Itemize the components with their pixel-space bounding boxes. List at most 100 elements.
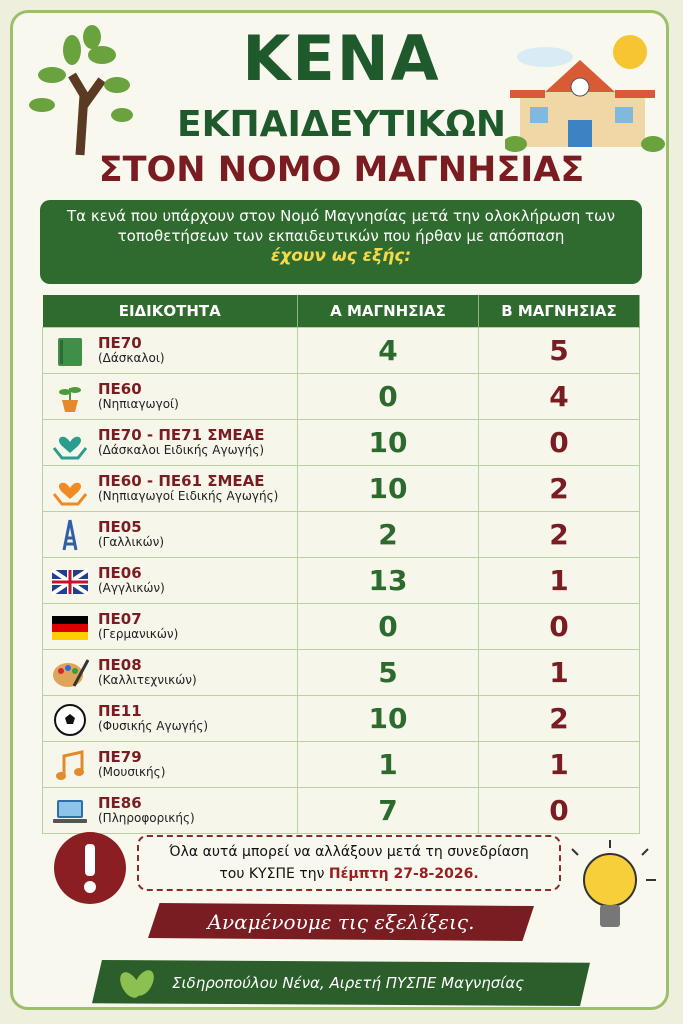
specialty-text: ΠΕ11 (Φυσικής Αγωγής)	[98, 703, 208, 734]
specialty-icon	[53, 799, 87, 823]
specialty-code: ΠΕ05	[98, 518, 142, 536]
notice-text: του ΚΥΣΠΕ την	[219, 866, 325, 882]
specialty: ΠΕ05 (Γαλλικών)	[44, 518, 296, 552]
header-row: ΕΙΔΙΚΟΤΗΤΑ Α ΜΑΓΝΗΣΙΑΣ Β ΜΑΓΝΗΣΙΑΣ	[42, 295, 640, 328]
specialty-code: ΠΕ79	[98, 748, 142, 766]
specialty-description: (Νηπιαγωγοί Ειδικής Αγωγής)	[98, 489, 279, 503]
specialty-description: (Δάσκαλοι Ειδικής Αγωγής)	[98, 443, 265, 457]
specialty-code: ΠΕ70 - ΠΕ71 ΣΜΕΑΕ	[98, 426, 265, 444]
specialty-text: ΠΕ08 (Καλλιτεχνικών)	[98, 657, 197, 688]
specialty-cell: ΠΕ11 (Φυσικής Αγωγής)	[42, 695, 298, 742]
specialty-text: ΠΕ60 (Νηπιαγωγοί)	[98, 381, 179, 412]
specialty-icon	[52, 615, 88, 640]
specialty-description: (Μουσικής)	[98, 765, 166, 779]
specialty: ΠΕ60 (Νηπιαγωγοί)	[44, 380, 296, 414]
title: ΣΤΟΝ ΝΟΜΟ ΜΑΓΝΗΣΙΑΣ	[98, 150, 585, 190]
specialty: ΠΕ86 (Πληροφορικής)	[44, 794, 296, 828]
bulb-icon	[571, 840, 656, 927]
warning-icon	[54, 832, 126, 904]
specialty-icon	[62, 519, 78, 550]
table-row: ΠΕ06 (Αγγλικών) 13 1	[42, 557, 640, 604]
notice-box: Όλα αυτά μπορεί να αλλάξουν μετά τη συνε…	[137, 835, 561, 891]
specialty-cell: ΠΕ70 (Δάσκαλοι)	[42, 327, 298, 374]
vacancies-b: 5	[478, 327, 640, 374]
notice-date: του ΚΥΣΠΕ την Πέμπτη 27-8-2026.	[139, 863, 559, 885]
specialty-code: ΠΕ06	[98, 564, 142, 582]
specialty-cell: ΠΕ60 - ΠΕ61 ΣΜΕΑΕ (Νηπιαγωγοί Ειδικής Αγω…	[42, 465, 298, 512]
table-row: ΠΕ79 (Μουσικής) 1 1	[42, 741, 640, 788]
specialty-code: ΠΕ08	[98, 656, 142, 674]
table-row: ΠΕ60 - ΠΕ61 ΣΜΕΑΕ (Νηπιαγωγοί Ειδικής Αγω…	[42, 465, 640, 512]
vacancies-b: 2	[478, 465, 640, 512]
specialty: ΠΕ06 (Αγγλικών)	[44, 564, 296, 598]
specialty-cell: ΠΕ07 (Γερμανικών)	[42, 603, 298, 650]
specialty-description: (Γαλλικών)	[98, 535, 165, 549]
specialty: ΠΕ70 - ΠΕ71 ΣΜΕΑΕ (Δάσκαλοι Ειδικής Αγωγή…	[44, 426, 296, 460]
vacancies-b: 2	[478, 695, 640, 742]
specialty-cell: ΠΕ05 (Γαλλικών)	[42, 511, 298, 558]
table-body: ΠΕ70 (Δάσκαλοι) 4 5 ΠΕ60 (Νηπιαγωγοί) 0 4 ΠΕ70 -…	[42, 327, 640, 834]
specialty-cell: ΠΕ70 - ΠΕ71 ΣΜΕΑΕ (Δάσκαλοι Ειδικής Αγωγή…	[42, 419, 298, 466]
school-icon	[505, 35, 665, 152]
vacancies-a: 1	[297, 741, 479, 788]
notice-text: Όλα αυτά μπορεί να αλλάξουν μετά τη συνε…	[169, 844, 529, 860]
banner: Αναμένουμε τις εξελίξεις.	[148, 903, 534, 941]
table-row: ΠΕ05 (Γαλλικών) 2 2	[42, 511, 640, 558]
intro-text: Τα κενά που υπάρχουν στον Νομό Μαγνησίας…	[67, 207, 615, 245]
specialty-icon	[52, 436, 88, 459]
column-header: Α ΜΑΓΝΗΣΙΑΣ	[297, 295, 479, 328]
vacancies-a: 10	[297, 465, 479, 512]
specialty-description: (Φυσικής Αγωγής)	[98, 719, 209, 733]
specialty-description: (Αγγλικών)	[98, 581, 165, 595]
vacancies-b: 1	[478, 741, 640, 788]
title: ΚΕΝΑ	[242, 22, 441, 95]
vacancies-b: 2	[478, 511, 640, 558]
vacancies-a: 2	[297, 511, 479, 558]
vacancies-a: 10	[297, 419, 479, 466]
specialty-icon	[54, 703, 86, 736]
specialty-text: ΠΕ06 (Αγγλικών)	[98, 565, 165, 596]
vacancies-b: 1	[478, 557, 640, 604]
specialty-icon	[59, 386, 81, 412]
specialty-code: ΠΕ07	[98, 610, 142, 628]
specialty-text: ΠΕ07 (Γερμανικών)	[98, 611, 178, 642]
title: ΕΚΠΑΙΔΕΥΤΙΚΩΝ	[177, 104, 506, 145]
vacancies-a: 4	[297, 327, 479, 374]
specialty-icon	[58, 337, 82, 366]
table-row: ΠΕ86 (Πληροφορικής) 7 0	[42, 787, 640, 834]
specialty-text: ΠΕ70 - ΠΕ71 ΣΜΕΑΕ (Δάσκαλοι Ειδικής Αγωγή…	[98, 427, 265, 458]
vacancies-b: 0	[478, 787, 640, 834]
column-header: Β ΜΑΓΝΗΣΙΑΣ	[478, 295, 640, 328]
table-row: ΠΕ70 (Δάσκαλοι) 4 5	[42, 327, 640, 374]
specialty-icon	[56, 749, 84, 780]
specialty-code: ΠΕ60 - ΠΕ61 ΣΜΕΑΕ	[98, 472, 265, 490]
specialty-code: ΠΕ70	[98, 334, 142, 352]
specialty-text: ΠΕ70 (Δάσκαλοι)	[98, 335, 165, 366]
specialty-code: ΠΕ11	[98, 702, 142, 720]
notice-highlight: Πέμπτη 27-8-2026.	[328, 866, 479, 882]
specialty-description: (Γερμανικών)	[98, 627, 179, 641]
vacancies-b: 1	[478, 649, 640, 696]
specialty-description: (Καλλιτεχνικών)	[98, 673, 197, 687]
intro-highlight: έχουν ως εξής:	[270, 246, 412, 266]
vacancies-a: 0	[297, 603, 479, 650]
specialty: ΠΕ60 - ΠΕ61 ΣΜΕΑΕ (Νηπιαγωγοί Ειδικής Αγω…	[44, 472, 296, 506]
specialty-description: (Νηπιαγωγοί)	[98, 397, 179, 411]
specialty-cell: ΠΕ60 (Νηπιαγωγοί)	[42, 373, 298, 420]
specialty-icon	[50, 567, 90, 596]
vacancies-a: 10	[297, 695, 479, 742]
table-row: ΠΕ70 - ΠΕ71 ΣΜΕΑΕ (Δάσκαλοι Ειδικής Αγωγή…	[42, 419, 640, 466]
vacancies-a: 13	[297, 557, 479, 604]
vacancy-table: ΕΙΔΙΚΟΤΗΤΑ Α ΜΑΓΝΗΣΙΑΣ Β ΜΑΓΝΗΣΙΑΣ ΠΕ70(…	[42, 295, 640, 834]
footer: Σιδηροπούλου Νένα, Αιρετή ΠΥΣΠΕ Μαγνησία…	[92, 960, 590, 1006]
vacancies-a: 0	[297, 373, 479, 420]
specialty-code: ΠΕ60	[98, 380, 142, 398]
specialty-icon	[52, 482, 88, 505]
intro-box: Τα κενά που υπάρχουν στον Νομό Μαγνησίας…	[40, 200, 642, 284]
vacancies-b: 0	[478, 603, 640, 650]
specialty: ΠΕ11 (Φυσικής Αγωγής)	[44, 702, 296, 736]
specialty-text: ΠΕ86 (Πληροφορικής)	[98, 795, 195, 826]
column-header: ΕΙΔΙΚΟΤΗΤΑ	[42, 295, 298, 328]
tree-icon	[29, 25, 133, 156]
